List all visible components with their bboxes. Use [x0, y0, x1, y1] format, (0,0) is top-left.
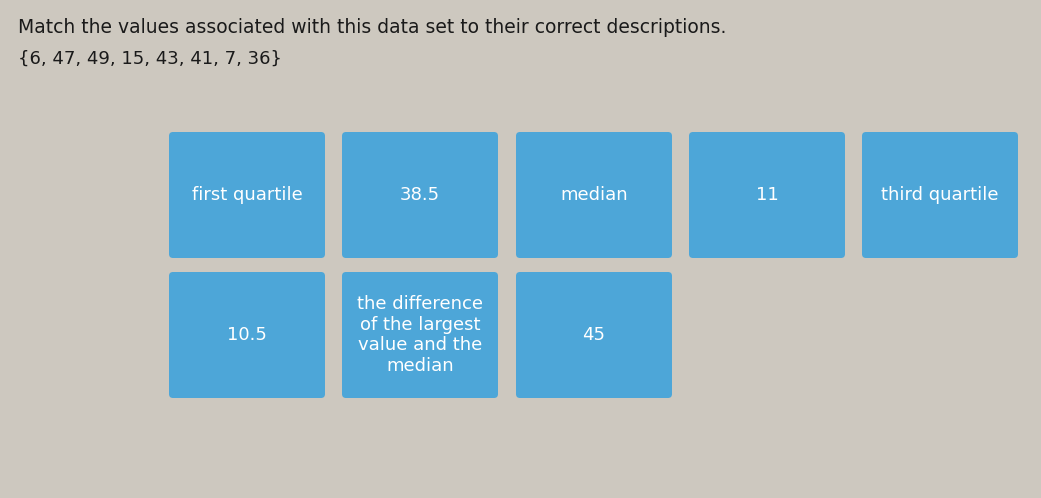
Text: the difference
of the largest
value and the
median: the difference of the largest value and …	[357, 295, 483, 375]
FancyBboxPatch shape	[342, 272, 498, 398]
Text: {6, 47, 49, 15, 43, 41, 7, 36}: {6, 47, 49, 15, 43, 41, 7, 36}	[18, 50, 282, 68]
Text: 45: 45	[583, 326, 606, 344]
Text: third quartile: third quartile	[882, 186, 998, 204]
FancyBboxPatch shape	[516, 272, 672, 398]
FancyBboxPatch shape	[516, 132, 672, 258]
FancyBboxPatch shape	[169, 132, 325, 258]
Text: 11: 11	[756, 186, 779, 204]
FancyBboxPatch shape	[862, 132, 1018, 258]
Text: median: median	[560, 186, 628, 204]
Text: 38.5: 38.5	[400, 186, 440, 204]
Text: first quartile: first quartile	[192, 186, 302, 204]
FancyBboxPatch shape	[689, 132, 845, 258]
FancyBboxPatch shape	[169, 272, 325, 398]
FancyBboxPatch shape	[342, 132, 498, 258]
Text: 10.5: 10.5	[227, 326, 266, 344]
Text: Match the values associated with this data set to their correct descriptions.: Match the values associated with this da…	[18, 18, 727, 37]
